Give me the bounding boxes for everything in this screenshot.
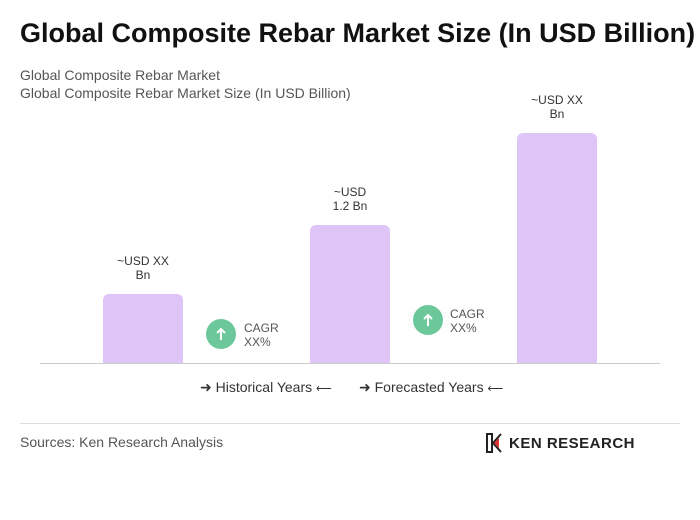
source: Sources: Ken Research Analysis bbox=[20, 434, 224, 450]
bar bbox=[517, 133, 597, 363]
logo-mark bbox=[486, 433, 502, 453]
bar bbox=[310, 225, 390, 363]
logo: KEN RESEARCH bbox=[485, 432, 635, 454]
legend-item: ➜ Forecasted Years ⟵ bbox=[359, 379, 504, 395]
value-label: ~USD XX Bn bbox=[117, 254, 169, 282]
value-label: ~USD 1.2 Bn bbox=[332, 185, 368, 213]
subtitle: Global Composite Rebar Market Size (In U… bbox=[20, 85, 351, 101]
chart-title: Global Composite Rebar Market Size (In U… bbox=[20, 18, 696, 48]
legend-label: Forecasted Years bbox=[374, 379, 484, 395]
bar bbox=[103, 294, 183, 363]
cagr-label: CAGR XX% bbox=[244, 321, 279, 349]
value-label: ~USD XX Bn bbox=[531, 93, 583, 121]
legend-label: Historical Years bbox=[215, 379, 313, 395]
legend-item: ➜ Historical Years ⟵ bbox=[200, 379, 332, 395]
arrow-up bbox=[423, 313, 433, 326]
divider bbox=[20, 423, 680, 424]
cagr-icon bbox=[206, 319, 236, 349]
logo-text: KEN RESEARCH bbox=[509, 434, 636, 452]
subtitle: Global Composite Rebar Market bbox=[20, 67, 220, 83]
cagr-icon bbox=[413, 305, 443, 335]
baseline bbox=[40, 363, 660, 364]
arrow-up bbox=[216, 327, 226, 340]
cagr-label: CAGR XX% bbox=[450, 307, 485, 335]
